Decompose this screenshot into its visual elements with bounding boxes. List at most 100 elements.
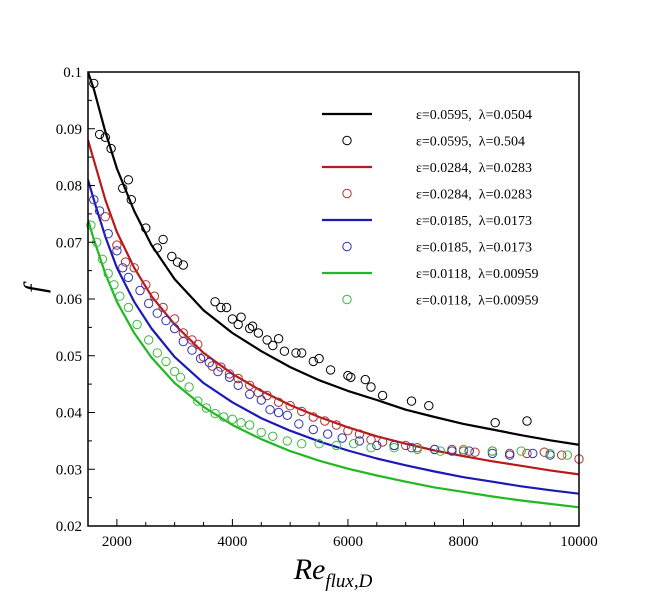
data-point-s7-14 (193, 396, 203, 406)
data-point-s3-19 (273, 397, 284, 407)
data-point-s5-4 (118, 263, 128, 273)
legend-label-3: ε=0.0284, λ=0.0283 (416, 188, 532, 203)
data-point-s7-22 (268, 431, 278, 441)
x-axis-title: Reflux,D (293, 553, 373, 592)
data-point-s1-22 (262, 335, 272, 345)
series-line-4 (88, 179, 579, 495)
data-point-s5-25 (323, 429, 333, 439)
series-line-0 (88, 72, 579, 446)
x-axis-title-subscript: flux,D (325, 571, 372, 592)
series-line-6 (88, 219, 579, 509)
data-point-s7-30 (412, 444, 422, 455)
y-tick-label-3: 0.05 (56, 349, 82, 365)
data-point-s5-27 (354, 436, 365, 446)
data-point-s1-31 (343, 370, 353, 381)
data-point-s7-31 (435, 446, 446, 456)
y-axis-title: f (18, 281, 51, 293)
data-point-s1-18 (236, 312, 246, 322)
data-point-s3-11 (198, 352, 209, 362)
y-tick-label-2: 0.04 (56, 406, 83, 422)
data-point-s3-3 (129, 263, 139, 273)
data-point-s5-12 (187, 345, 197, 355)
data-point-s1-11 (172, 257, 183, 267)
data-point-s5-31 (429, 444, 440, 455)
x-axis: 2000 4000 6000 8000 10000 (87, 519, 598, 550)
data-point-s3-2 (120, 257, 131, 267)
data-point-s5-29 (389, 440, 399, 451)
data-point-s1-9 (158, 234, 168, 245)
y-tick-label-5: 0.07 (56, 235, 83, 251)
data-point-s1-25 (279, 346, 290, 356)
data-point-s7-16 (210, 408, 220, 419)
data-point-s1-15 (221, 302, 232, 313)
data-point-s5-34 (487, 448, 498, 459)
data-point-s1-6 (126, 195, 137, 205)
x-tick-label-2: 6000 (333, 534, 363, 550)
data-point-s1-28 (308, 356, 318, 367)
data-point-s7-21 (256, 427, 266, 438)
data-point-s3-4 (141, 280, 151, 290)
data-point-s3-9 (187, 335, 197, 345)
data-point-s5-14 (204, 357, 215, 368)
data-point-s7-18 (227, 414, 238, 424)
data-point-s3-21 (297, 406, 307, 417)
data-point-s7-36 (562, 450, 573, 460)
data-point-s3-24 (331, 420, 342, 430)
data-point-s5-21 (273, 407, 284, 418)
data-point-s5-3 (112, 246, 122, 256)
x-axis-title-main: Re (293, 553, 326, 586)
data-point-s5-8 (152, 308, 163, 318)
data-point-s1-32 (346, 372, 356, 382)
data-point-s3-38 (522, 448, 532, 459)
legend-marker-1 (342, 135, 352, 146)
data-point-s5-17 (233, 380, 243, 390)
data-point-s3-5 (149, 291, 160, 301)
data-point-s7-19 (236, 418, 246, 428)
data-point-s7-34 (516, 446, 526, 456)
data-point-s5-10 (169, 323, 180, 334)
data-point-s5-20 (265, 405, 275, 415)
data-point-s1-8 (152, 243, 163, 253)
x-tick-label-0: 2000 (102, 534, 132, 550)
y-tick-label-8: 0.1 (63, 65, 82, 81)
data-point-s7-13 (184, 382, 194, 392)
data-point-s7-23 (282, 436, 292, 446)
data-point-s7-33 (487, 446, 498, 456)
data-point-s5-32 (447, 446, 457, 456)
data-point-s7-8 (144, 335, 154, 345)
data-point-s5-13 (195, 353, 206, 364)
data-point-s1-33 (360, 374, 370, 385)
data-point-s7-2 (97, 254, 108, 264)
data-point-s7-28 (366, 443, 376, 453)
data-point-s1-16 (227, 314, 238, 324)
data-point-s7-24 (297, 439, 307, 449)
data-point-s1-1 (94, 129, 105, 140)
data-point-s5-33 (464, 446, 474, 456)
data-point-s1-26 (291, 348, 301, 358)
data-point-s7-12 (175, 372, 186, 382)
data-point-s1-4 (118, 183, 128, 194)
data-point-s1-12 (178, 260, 189, 270)
data-point-s1-38 (490, 418, 500, 428)
data-point-s7-6 (123, 302, 134, 313)
legend: ε=0.0595, λ=0.0504 ε=0.0595, λ=0.504 ε=0.0… (322, 108, 538, 309)
data-point-s7-5 (115, 291, 125, 301)
curve-layer (88, 72, 579, 509)
x-tick-label-1: 4000 (217, 534, 247, 550)
data-point-s1-3 (106, 143, 116, 154)
data-point-s3-30 (401, 440, 411, 451)
x-tick-label-4: 10000 (560, 534, 598, 550)
y-tick-label-4: 0.06 (56, 292, 83, 308)
data-point-s7-32 (458, 444, 469, 455)
data-point-s3-39 (539, 447, 549, 457)
data-point-s1-27 (297, 348, 307, 358)
data-point-s5-22 (282, 410, 292, 420)
data-point-s1-23 (268, 340, 278, 351)
data-point-s3-26 (354, 429, 365, 439)
data-point-s7-25 (314, 439, 324, 449)
data-point-s1-30 (325, 365, 336, 375)
data-point-s5-7 (144, 298, 154, 309)
data-point-s1-29 (314, 353, 324, 364)
series-line-2 (88, 139, 579, 476)
